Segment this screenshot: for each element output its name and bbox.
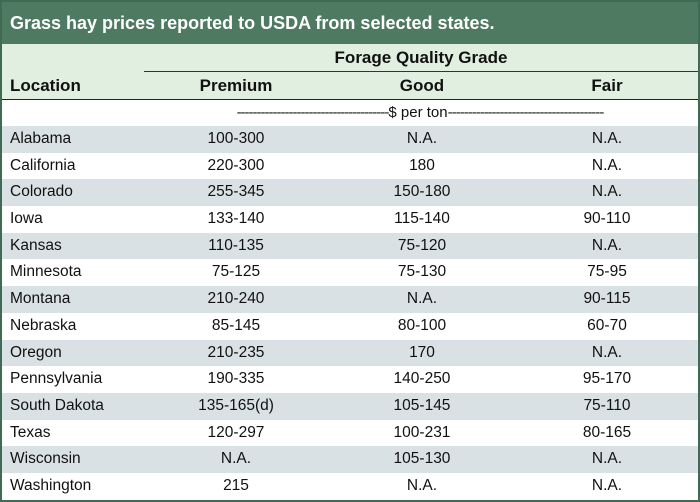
group-header-rule bbox=[144, 71, 698, 72]
table-row: California 220-300 180 N.A. bbox=[2, 153, 698, 180]
fair-cell: 60-70 bbox=[587, 316, 627, 334]
fair-cell: N.A. bbox=[591, 156, 623, 174]
premium-cell: 210-240 bbox=[207, 290, 265, 308]
table-row: Washington 215 N.A. N.A. bbox=[2, 473, 698, 500]
good-cell: 140-250 bbox=[393, 370, 451, 388]
premium-cell: 100-300 bbox=[207, 130, 265, 147]
premium-cell: 120-297 bbox=[207, 423, 265, 441]
table-row: Texas 120-297 100-231 80-165 bbox=[2, 420, 698, 447]
good-cell: 105-130 bbox=[393, 450, 451, 468]
table-row: Pennsylvania 190-335 140-250 95-170 bbox=[2, 366, 698, 393]
location-cell: Nebraska bbox=[10, 316, 77, 334]
good-cell: N.A. bbox=[406, 130, 438, 147]
premium-cell: 215 bbox=[223, 476, 249, 494]
table-row: Alabama 100-300 N.A. N.A. bbox=[2, 126, 698, 153]
table-row: Nebraska 85-145 80-100 60-70 bbox=[2, 313, 698, 340]
location-cell: Texas bbox=[10, 423, 51, 441]
table-header bbox=[2, 44, 698, 100]
good-cell: 150-180 bbox=[393, 183, 451, 201]
table-row: Oregon 210-235 170 N.A. bbox=[2, 339, 698, 367]
good-cell: 75-130 bbox=[397, 263, 447, 281]
fair-cell: N.A. bbox=[591, 130, 623, 147]
column-header-good: Good bbox=[399, 76, 445, 95]
good-cell: 105-145 bbox=[393, 396, 451, 414]
good-cell: 75-120 bbox=[397, 236, 447, 254]
good-cell: 170 bbox=[409, 343, 435, 361]
table-row: Minnesota 75-125 75-130 75-95 bbox=[2, 259, 698, 286]
fair-cell: 90-110 bbox=[583, 210, 631, 228]
fair-cell: N.A. bbox=[591, 236, 623, 254]
location-cell: South Dakota bbox=[10, 396, 104, 414]
premium-cell: 190-335 bbox=[207, 370, 265, 388]
unit-dashes-left: -------------------------------------- bbox=[236, 104, 390, 121]
fair-cell: N.A. bbox=[591, 343, 623, 361]
unit-row: --------------------------------------$ … bbox=[152, 100, 688, 126]
location-cell: Wisconsin bbox=[10, 450, 81, 468]
fair-cell: 75-95 bbox=[587, 263, 627, 281]
table-row: Kansas 110-135 75-120 N.A. bbox=[2, 232, 698, 260]
premium-cell: 210-235 bbox=[207, 343, 265, 361]
table-row: Iowa 133-140 115-140 90-110 bbox=[2, 206, 698, 233]
fair-cell: N.A. bbox=[591, 476, 623, 494]
premium-cell: 85-145 bbox=[211, 316, 261, 334]
table-row: Colorado 255-345 150-180 N.A. bbox=[2, 179, 698, 207]
location-cell: Kansas bbox=[10, 236, 62, 254]
fair-cell: N.A. bbox=[591, 450, 623, 468]
table-row: Wisconsin N.A. 105-130 N.A. bbox=[2, 446, 698, 473]
column-header-fair: Fair bbox=[591, 76, 623, 95]
unit-dashes-right: --------------------------------------- bbox=[447, 104, 605, 121]
fair-cell: 95-170 bbox=[582, 370, 632, 388]
unit-label: $ per ton bbox=[388, 104, 448, 121]
header-rule bbox=[2, 99, 698, 100]
location-cell: Colorado bbox=[10, 183, 73, 201]
premium-cell: 133-140 bbox=[207, 210, 265, 228]
table-body: Alabama 100-300 N.A. N.A. California 220-300 1… bbox=[2, 126, 698, 500]
good-cell: 115-140 bbox=[394, 210, 450, 228]
premium-cell: 135-165(d) bbox=[198, 396, 274, 414]
location-cell: California bbox=[10, 156, 76, 174]
good-cell: 180 bbox=[409, 156, 435, 174]
fair-cell: 90-115 bbox=[583, 290, 631, 308]
premium-cell: 110-135 bbox=[208, 236, 264, 254]
location-cell: Pennsylvania bbox=[10, 370, 103, 388]
group-header: Forage Quality Grade bbox=[334, 48, 508, 67]
good-cell: 100-231 bbox=[393, 423, 451, 441]
premium-cell: 220-300 bbox=[207, 156, 265, 174]
column-header-premium: Premium bbox=[199, 76, 273, 95]
location-cell: Oregon bbox=[10, 343, 62, 361]
fair-cell: N.A. bbox=[591, 183, 623, 201]
table-row: South Dakota 135-165(d) 105-145 75-110 bbox=[2, 392, 698, 420]
location-cell: Montana bbox=[10, 290, 71, 308]
location-cell: Alabama bbox=[10, 130, 72, 147]
premium-cell: 75-125 bbox=[211, 263, 261, 281]
location-cell: Iowa bbox=[10, 210, 43, 228]
premium-cell: 255-345 bbox=[207, 183, 265, 201]
fair-cell: 75-110 bbox=[583, 396, 631, 414]
table-title: Grass hay prices reported to USDA from s… bbox=[2, 2, 698, 44]
good-cell: N.A. bbox=[406, 476, 438, 494]
premium-cell: N.A. bbox=[220, 450, 252, 468]
column-header-location: Location bbox=[10, 76, 81, 95]
fair-cell: 80-165 bbox=[582, 423, 632, 441]
table-row: Montana 210-240 N.A. 90-115 bbox=[2, 286, 698, 313]
location-cell: Washington bbox=[10, 476, 92, 494]
location-cell: Minnesota bbox=[10, 263, 82, 281]
good-cell: N.A. bbox=[406, 290, 438, 308]
good-cell: 80-100 bbox=[397, 316, 447, 334]
